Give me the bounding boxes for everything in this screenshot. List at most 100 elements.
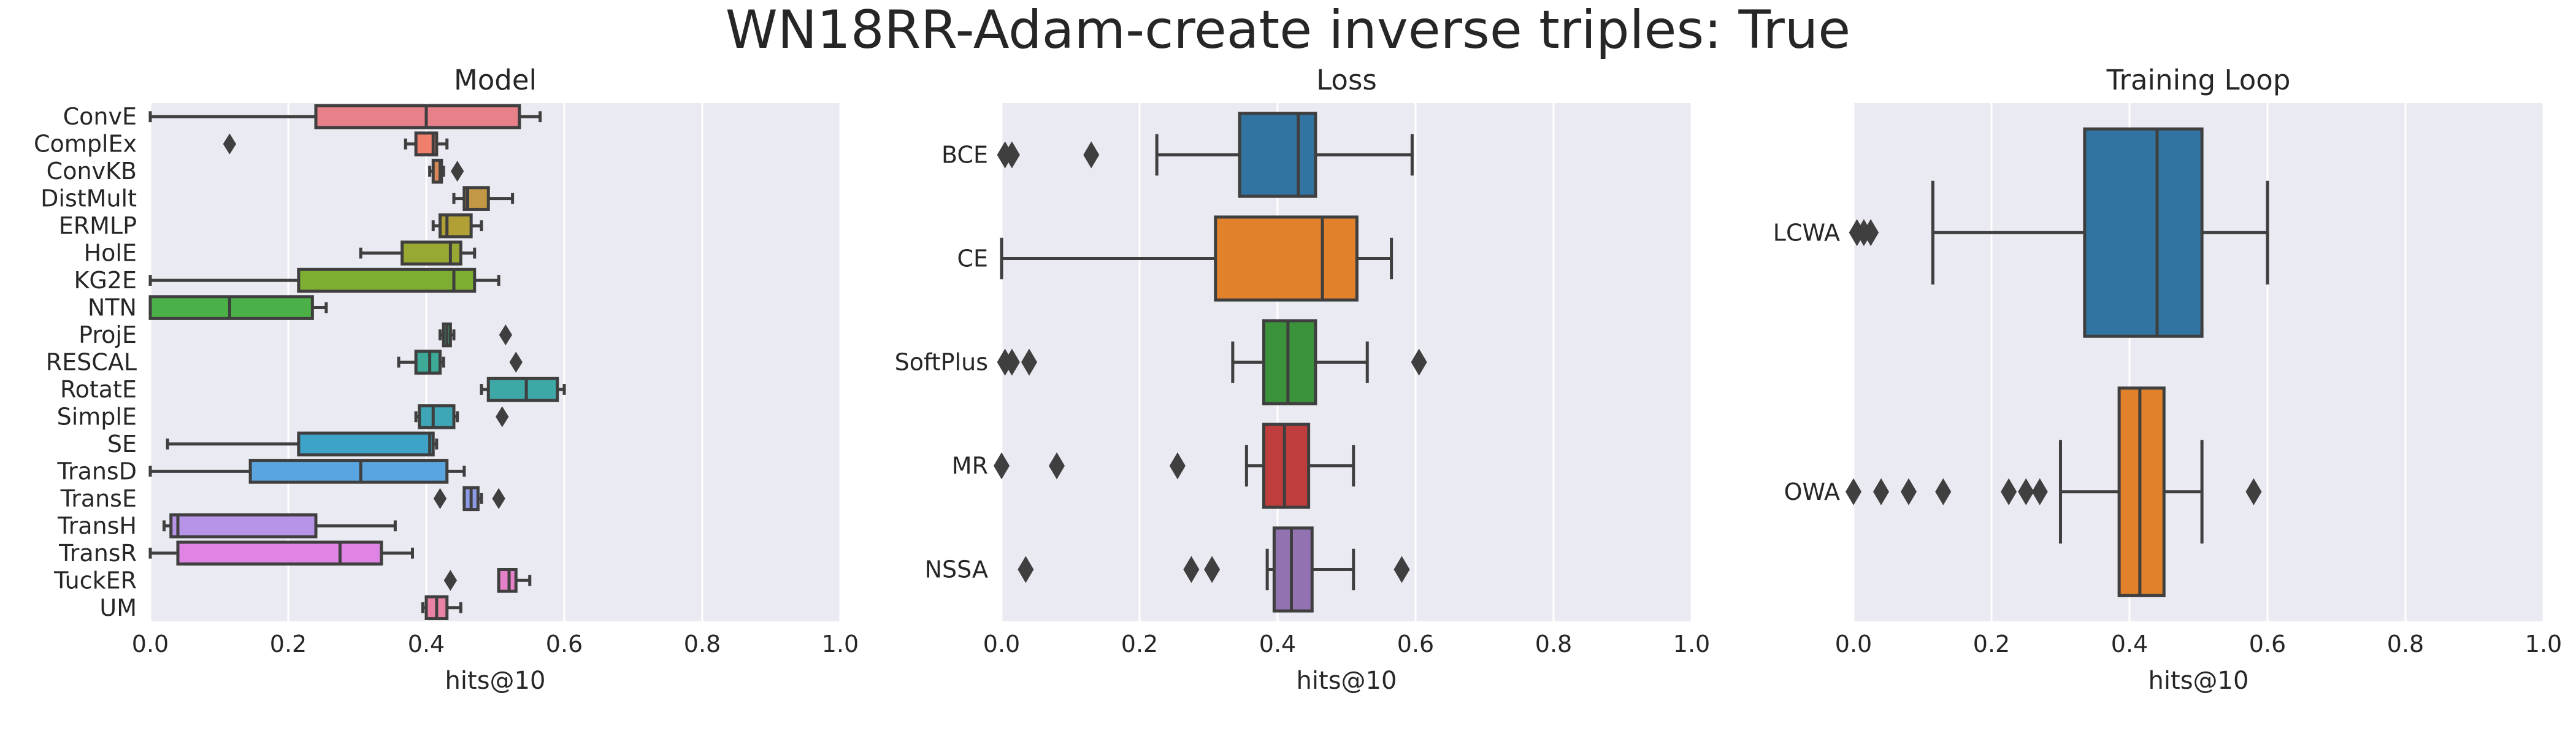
y-tick-label: TransR xyxy=(58,540,137,567)
x-tick-label: 0.8 xyxy=(684,631,721,657)
iqr-box xyxy=(1214,215,1359,302)
panel-title: Model xyxy=(454,64,537,96)
outlier-marker xyxy=(1873,478,1889,505)
x-tick-label: 0.8 xyxy=(2387,631,2424,657)
iqr-box xyxy=(297,267,477,293)
y-tick-label: RESCAL xyxy=(46,349,137,376)
iqr-box xyxy=(486,377,559,402)
outlier-marker xyxy=(1018,556,1034,583)
box-transh xyxy=(163,513,397,539)
x-tick-label: 0.4 xyxy=(408,631,445,657)
x-tick-label: 0.6 xyxy=(546,631,583,657)
box-transd xyxy=(148,459,466,484)
x-axis-label: hits@10 xyxy=(2149,667,2249,695)
x-tick-label: 0.2 xyxy=(1973,631,2010,657)
x-tick-label: 0.0 xyxy=(983,631,1020,657)
iqr-box xyxy=(418,404,456,429)
iqr-box xyxy=(176,540,383,566)
y-tick-label: ConvE xyxy=(63,103,137,130)
outlier-marker xyxy=(223,133,237,155)
panels: 0.0 0.2 0.4 0.6 0.8 1.0 Model hits@10 ConvECompl… xyxy=(34,64,2562,695)
outlier-marker xyxy=(1083,141,1100,169)
box-simple xyxy=(414,404,509,429)
iqr-box xyxy=(414,350,442,375)
x-tick-label: 0.6 xyxy=(2249,631,2286,657)
outlier-marker xyxy=(1863,219,1879,247)
box-transr xyxy=(148,540,414,566)
box-mr xyxy=(994,423,1355,509)
iqr-box xyxy=(1272,526,1314,613)
iqr-box xyxy=(248,459,449,484)
iqr-box xyxy=(439,213,473,239)
iqr-box xyxy=(1238,112,1317,198)
outlier-marker xyxy=(1049,452,1065,480)
outlier-marker xyxy=(443,570,458,591)
x-tick-label: 1.0 xyxy=(822,631,859,657)
y-tick-label: BCE xyxy=(941,142,988,169)
box-rescal xyxy=(397,350,523,375)
x-tick-label: 0.0 xyxy=(1835,631,1872,657)
y-tick-label: CE xyxy=(957,245,988,272)
outlier-marker xyxy=(2001,478,2017,505)
x-tick-label: 1.0 xyxy=(1673,631,1710,657)
outlier-marker xyxy=(509,351,523,373)
iqr-box xyxy=(497,568,518,593)
box-distmult xyxy=(452,186,515,211)
box-ermlp xyxy=(431,213,483,239)
y-tick-label: OWA xyxy=(1784,478,1840,505)
outlier-marker xyxy=(1411,348,1427,376)
y-tick-label: RotatE xyxy=(60,376,137,403)
iqr-box xyxy=(148,295,314,320)
x-tick-label: 0.0 xyxy=(132,631,169,657)
box-ntn xyxy=(148,295,328,320)
box-convkb xyxy=(428,158,464,184)
box-transe xyxy=(433,486,505,512)
x-tick-label: 0.2 xyxy=(270,631,307,657)
box-ce xyxy=(1000,215,1393,302)
x-tick-label: 0.2 xyxy=(1121,631,1158,657)
outlier-marker xyxy=(1901,478,1917,505)
box-conve xyxy=(148,104,542,129)
outlier-marker xyxy=(1003,348,1020,376)
outlier-marker xyxy=(994,452,1010,480)
x-axis-label: hits@10 xyxy=(445,667,546,695)
y-tick-label: NSSA xyxy=(925,556,988,583)
figure-suptitle: WN18RR-Adam-create inverse triples: True xyxy=(726,0,1850,61)
y-tick-label: DistMult xyxy=(40,185,137,212)
outlier-marker xyxy=(433,488,447,509)
outlier-marker xyxy=(1204,556,1221,583)
box-se xyxy=(166,431,439,457)
y-tick-label: TransE xyxy=(60,485,137,512)
y-tick-label: SE xyxy=(107,431,137,458)
panel-title: Training Loop xyxy=(2106,64,2291,96)
outlier-marker xyxy=(2018,478,2034,505)
outlier-marker xyxy=(1846,478,1861,505)
outlier-marker xyxy=(492,488,505,509)
x-tick-label: 1.0 xyxy=(2525,631,2562,657)
panel-1: 0.0 0.2 0.4 0.6 0.8 1.0 Model hits@10 ConvECompl… xyxy=(34,64,859,695)
box-kg2e xyxy=(148,267,500,293)
x-axis-label: hits@10 xyxy=(1297,667,1397,695)
y-tick-label: TuckER xyxy=(53,567,137,594)
outlier-marker xyxy=(1021,348,1037,376)
box-proje xyxy=(439,322,513,348)
y-tick-label: SimplE xyxy=(57,403,137,430)
outlier-marker xyxy=(2245,478,2262,505)
outlier-marker xyxy=(499,324,513,346)
iqr-box xyxy=(169,513,318,539)
x-tick-label: 0.6 xyxy=(1397,631,1434,657)
outlier-marker xyxy=(2031,478,2048,505)
iqr-box xyxy=(2117,386,2166,597)
y-tick-label: KG2E xyxy=(74,267,137,294)
iqr-box xyxy=(314,104,521,129)
box-owa xyxy=(1846,386,2262,597)
iqr-box xyxy=(401,240,462,266)
x-tick-label: 0.8 xyxy=(1535,631,1572,657)
box-complex xyxy=(223,131,449,156)
y-tick-label: HolE xyxy=(84,240,137,267)
iqr-box xyxy=(1262,423,1311,509)
y-tick-label: UM xyxy=(99,594,137,621)
y-tick-label: ERMLP xyxy=(59,212,137,239)
box-hole xyxy=(359,240,477,266)
